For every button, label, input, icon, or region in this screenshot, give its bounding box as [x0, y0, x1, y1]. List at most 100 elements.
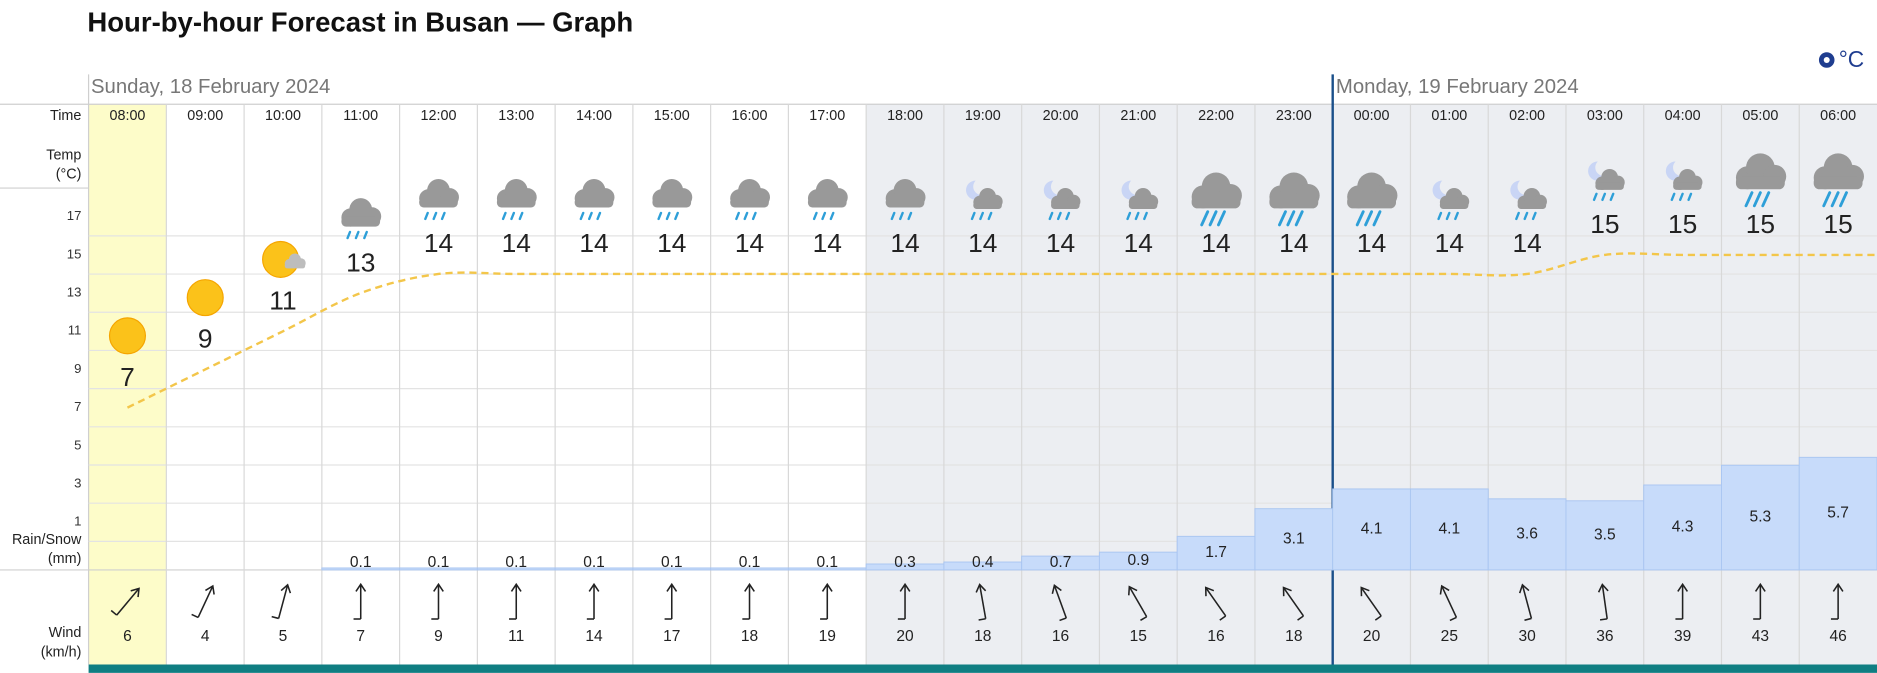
- rain-drop: [501, 211, 507, 221]
- rain-drop: [1822, 191, 1832, 208]
- wind-speed: 4: [201, 628, 210, 645]
- rain-drop: [751, 211, 757, 221]
- weather-icon: [652, 179, 693, 221]
- wind-speed: 30: [1518, 628, 1536, 645]
- rain-drop: [674, 211, 679, 221]
- wind-speed: 46: [1829, 628, 1846, 645]
- wind-arrow: [742, 582, 755, 620]
- temperature-label: 14: [968, 228, 997, 258]
- rain-drop: [907, 211, 913, 221]
- time-label: 15:00: [654, 108, 690, 124]
- wind-speed: 36: [1596, 628, 1613, 645]
- sun: [186, 279, 224, 317]
- wind-head: [666, 582, 678, 592]
- wind-speed: 7: [356, 628, 365, 645]
- rain-drop: [1065, 211, 1071, 221]
- day-label: Monday, 19 February 2024: [1336, 76, 1579, 98]
- time-label: 00:00: [1354, 108, 1390, 124]
- precip-bar: [1643, 484, 1722, 571]
- wind-shaft: [1361, 588, 1382, 617]
- weather-icon: [1347, 172, 1398, 227]
- wind-shaft: [277, 585, 289, 619]
- rain-drop: [1592, 192, 1598, 202]
- unit-toggle[interactable]: °C: [1839, 46, 1865, 72]
- time-label: 23:00: [1276, 108, 1312, 124]
- rain-row-label: (mm): [48, 551, 82, 567]
- weather-icon: [1269, 172, 1320, 227]
- precip-label: 0.1: [505, 554, 527, 571]
- wind-head: [433, 582, 444, 592]
- precip-bar: [1721, 464, 1800, 571]
- wind-arrow: [820, 582, 833, 620]
- precip-label: 5.7: [1827, 505, 1849, 522]
- wind-speed: 39: [1674, 628, 1691, 645]
- wind-head: [510, 582, 522, 592]
- temperature-label: 14: [1046, 228, 1075, 258]
- wind-shaft: [1601, 585, 1608, 619]
- precip-label: 0.1: [816, 554, 838, 571]
- wind-row-label: Wind: [49, 625, 82, 641]
- wind-arrow: [1675, 582, 1689, 620]
- wind-arrow: [110, 587, 140, 616]
- bottom-bar: [88, 664, 1877, 673]
- y-tick-label: 3: [74, 475, 81, 490]
- rain-drop: [1278, 210, 1287, 227]
- rain-drop: [812, 211, 818, 221]
- cloud-base: [1051, 201, 1080, 209]
- rain-drop: [596, 211, 602, 221]
- weather-icon: [1510, 178, 1547, 221]
- wind-arrow: [509, 582, 522, 620]
- cloud-base: [419, 197, 458, 208]
- temperature-label: 14: [502, 228, 531, 258]
- rain-drop: [1609, 192, 1615, 202]
- time-label: 18:00: [887, 108, 923, 124]
- precip-label: 3.5: [1594, 526, 1616, 543]
- wind-barb: [271, 615, 279, 620]
- y-tick-label: 1: [74, 514, 81, 529]
- wind-arrow: [1518, 583, 1533, 622]
- temperature-label: 14: [424, 228, 453, 258]
- rain-drop: [363, 230, 368, 240]
- wind-barb: [1059, 617, 1067, 622]
- rain-drop: [1445, 211, 1451, 221]
- temperature-label: 11: [269, 285, 296, 315]
- rain-drop: [1515, 211, 1520, 221]
- rain-drop: [432, 211, 438, 221]
- wind-head: [280, 583, 292, 594]
- cloud-base: [1673, 182, 1702, 190]
- time-label: 17:00: [809, 108, 845, 124]
- rain-drop: [1134, 211, 1140, 221]
- wind-speed: 20: [896, 628, 914, 645]
- wind-speed: 25: [1441, 628, 1458, 645]
- temperature-label: 14: [1279, 228, 1308, 258]
- wind-barb: [110, 609, 118, 616]
- cloud-base: [574, 197, 614, 208]
- weather-icon: [496, 179, 537, 221]
- wind-arrow: [897, 582, 911, 620]
- wind-speed: 6: [123, 628, 132, 645]
- weather-icon: [1121, 178, 1159, 221]
- wind-speed: 19: [819, 628, 836, 645]
- temperature-label: 14: [1512, 228, 1541, 258]
- weather-icon: [730, 179, 770, 221]
- temperature-label: 14: [1124, 228, 1153, 258]
- time-label: 03:00: [1587, 108, 1623, 124]
- precip-label: 0.9: [1127, 552, 1149, 569]
- rain-drop: [1200, 210, 1210, 227]
- temperature-label: 9: [198, 324, 213, 354]
- settings-gear[interactable]: [1818, 52, 1835, 68]
- wind-arrow: [431, 582, 444, 620]
- wind-barb: [1449, 616, 1457, 622]
- rain-drop: [1687, 192, 1693, 202]
- cloud-base: [496, 197, 536, 208]
- weather-icon: [807, 179, 848, 221]
- rain-drop: [1143, 211, 1148, 221]
- sun: [108, 317, 147, 355]
- y-tick-label: 17: [67, 208, 82, 223]
- time-label: 11:00: [343, 108, 378, 124]
- time-label: 19:00: [965, 108, 1001, 124]
- rain-drop: [1437, 211, 1443, 221]
- wind-arrow: [975, 583, 987, 621]
